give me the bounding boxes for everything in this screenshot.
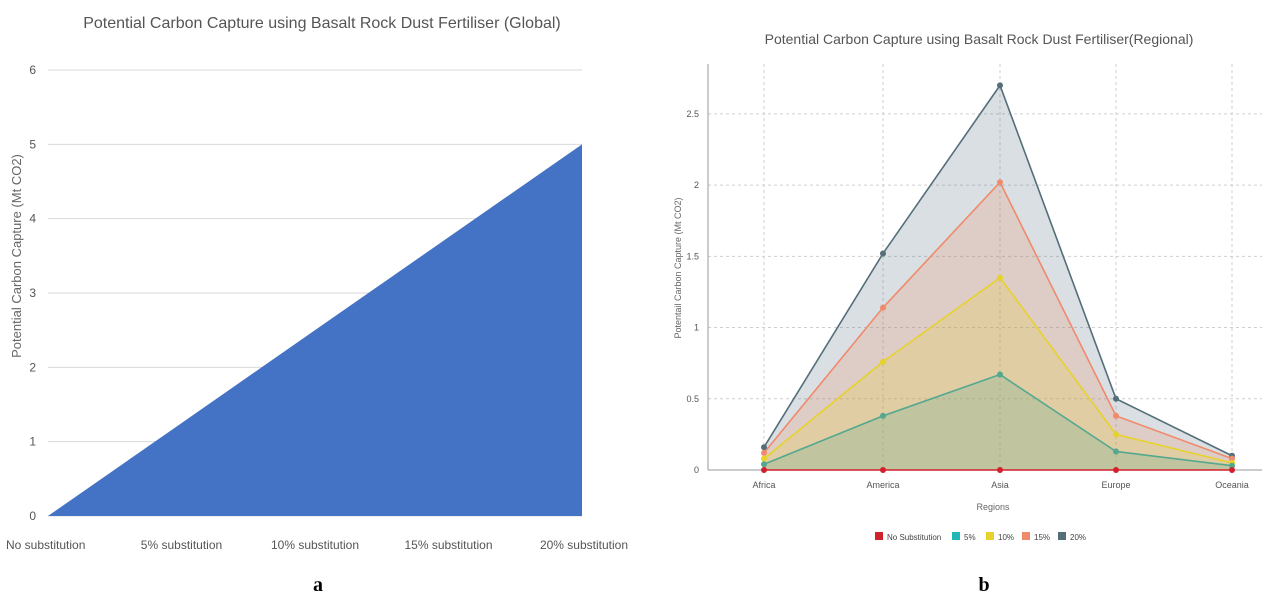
data-point (1113, 467, 1119, 473)
data-point (761, 444, 767, 451)
x-tick-label: 20% substitution (540, 538, 628, 552)
data-point (1113, 431, 1119, 438)
x-tick-label: No substitution (6, 538, 85, 552)
area-series (48, 144, 582, 517)
data-point (761, 449, 767, 456)
legend-swatch (1058, 532, 1066, 540)
legend-label: 5% (964, 533, 976, 542)
chart-regional: Potential Carbon Capture using Basalt Ro… (673, 31, 1262, 596)
x-tick-label: 15% substitution (404, 538, 492, 552)
chart-b-gridlines (707, 64, 1262, 471)
legend-swatch (875, 532, 883, 540)
x-tick-label: Oceania (1215, 480, 1249, 490)
data-point (880, 358, 886, 365)
chart-a-title: Potential Carbon Capture using Basalt Ro… (83, 15, 561, 32)
data-point (997, 467, 1003, 473)
legend-label: 20% (1070, 533, 1086, 542)
data-point (1113, 448, 1119, 455)
data-point (997, 179, 1003, 186)
y-tick-label: 1 (694, 323, 699, 333)
panel-label-a: a (313, 574, 323, 596)
chart-b-xlabel: Regions (976, 502, 1010, 512)
y-tick-label: 4 (29, 212, 36, 226)
y-tick-label: 2.5 (686, 109, 699, 119)
x-tick-label: Asia (991, 480, 1009, 490)
data-point (880, 467, 886, 473)
data-point (880, 412, 886, 419)
y-tick-label: 0 (694, 465, 699, 475)
chart-a-ylabel: Potential Carbon Capture (Mt CO2) (9, 154, 24, 358)
data-point (1229, 455, 1235, 462)
data-point (1113, 395, 1119, 402)
data-point (761, 467, 767, 473)
x-tick-label: 5% substitution (141, 538, 222, 552)
chart-b-ylabel: Potentail Carbon Capture (Mt CO2) (673, 197, 683, 338)
y-tick-label: 0 (29, 509, 36, 523)
chart-b-x-ticks: Africa America Asia Europe Oceania (752, 480, 1248, 490)
y-tick-label: 1 (29, 435, 36, 449)
chart-global: Potential Carbon Capture using Basalt Ro… (6, 15, 628, 596)
data-point (997, 274, 1003, 281)
data-point (880, 250, 886, 257)
chart-b-markers (761, 82, 1235, 473)
chart-b-y-ticks: 0 0.5 1 1.5 2 2.5 (686, 109, 699, 475)
chart-b-legend: No Substitution 5% 10% 15% 20% (875, 532, 1086, 542)
data-point (761, 455, 767, 462)
y-tick-label: 0.5 (686, 394, 699, 404)
legend-swatch (986, 532, 994, 540)
x-tick-label: 10% substitution (271, 538, 359, 552)
legend-label: 15% (1034, 533, 1050, 542)
x-tick-label: Africa (752, 480, 775, 490)
data-point (880, 304, 886, 311)
data-point (1229, 467, 1235, 473)
y-tick-label: 1.5 (686, 251, 699, 261)
y-tick-label: 5 (29, 137, 36, 151)
chart-a-y-ticks: 0 1 2 3 4 5 6 (29, 63, 36, 523)
legend-swatch (1022, 532, 1030, 540)
y-tick-label: 2 (29, 360, 36, 374)
data-point (997, 371, 1003, 378)
legend-label: No Substitution (887, 533, 941, 542)
legend-swatch (952, 532, 960, 540)
y-tick-label: 6 (29, 63, 36, 77)
data-point (1113, 412, 1119, 419)
series-area (764, 374, 1232, 470)
x-tick-label: Europe (1101, 480, 1130, 490)
data-point (1229, 462, 1235, 469)
chart-a-x-ticks: No substitution 5% substitution 10% substi… (6, 538, 628, 552)
series-area (764, 182, 1232, 471)
x-tick-label: America (866, 480, 899, 490)
chart-a-area-layer (48, 144, 582, 517)
data-point (997, 82, 1003, 89)
legend-label: 10% (998, 533, 1014, 542)
panel-label-b: b (978, 574, 989, 596)
data-point (761, 461, 767, 468)
chart-b-title: Potential Carbon Capture using Basalt Ro… (765, 31, 1194, 47)
y-tick-label: 2 (694, 180, 699, 190)
y-tick-label: 3 (29, 286, 36, 300)
